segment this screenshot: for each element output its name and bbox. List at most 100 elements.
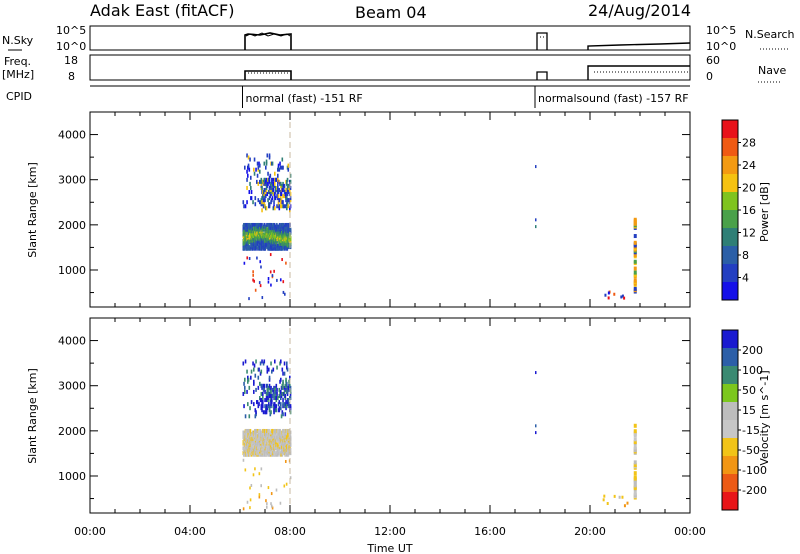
velocity-cell: [633, 423, 637, 428]
power-cell: [254, 226, 256, 231]
velocity-cell: [266, 387, 269, 392]
velocity-cell: [266, 443, 269, 448]
power-cell: [286, 185, 289, 190]
velocity-colorbar-tick-label-5: -50: [742, 444, 760, 457]
velocity-cell: [264, 398, 266, 403]
velocity-cell: [259, 361, 262, 366]
power-cell: [278, 187, 281, 192]
nsearch-tick-top: 10^5: [706, 24, 736, 37]
velocity-cell: [286, 389, 289, 394]
velocity-colorbar-tick-label-4: -15: [742, 424, 760, 437]
velocity-cell: [633, 463, 637, 468]
velocity-cell: [280, 452, 283, 457]
velocity-cell: [270, 441, 272, 446]
power-cell: [268, 175, 271, 180]
power-cell: [265, 194, 267, 199]
velocity-cell: [633, 483, 637, 488]
power-cell: [277, 243, 279, 248]
velocity-cell: [247, 402, 249, 407]
velocity-cell: [265, 408, 268, 413]
power-cell: [246, 200, 248, 205]
velocity-cell: [266, 369, 269, 374]
power-cell: [263, 161, 266, 166]
velocity-cell: [283, 361, 286, 366]
power-cell: [278, 204, 281, 209]
velocity-cell: [264, 404, 266, 409]
power-cell: [286, 192, 289, 197]
power-panel: [89, 111, 691, 308]
velocity-cell: [288, 451, 290, 456]
power-cell: [262, 179, 265, 184]
power-cell: [265, 177, 268, 182]
power-cell: [266, 192, 269, 197]
velocity-cell: [249, 506, 251, 510]
power-cell: [289, 245, 292, 250]
power-cell: [262, 235, 264, 240]
velocity-cell: [261, 359, 263, 364]
power-cell: [279, 278, 282, 282]
time-axis: 00:00 04:00 08:00 12:00 16:00 20:00 00:00: [74, 525, 706, 538]
power-cell: [289, 206, 291, 211]
power-cell: [633, 252, 637, 257]
velocity-cell: [266, 502, 268, 506]
power-cell: [289, 208, 291, 213]
velocity-axis: 1000 2000 3000 4000: [58, 318, 691, 513]
power-cell: [272, 226, 274, 231]
velocity-cell: [278, 400, 281, 405]
velocity-cell: [275, 488, 278, 492]
velocity-cell: [246, 389, 248, 394]
velocity-cell: [269, 387, 272, 392]
power-cell: [274, 171, 276, 176]
power-cell: [289, 179, 292, 184]
velocity-cell: [286, 400, 289, 405]
power-cell: [255, 167, 257, 172]
velocity-cell: [247, 375, 249, 380]
velocity-cell: [247, 449, 250, 454]
power-cell: [620, 295, 623, 299]
velocity-cell: [248, 385, 251, 390]
velocity-cell: [261, 402, 263, 407]
velocity-cell: [279, 393, 281, 398]
power-cell: [246, 153, 248, 158]
velocity-cell: [261, 385, 263, 390]
velocity-cell: [262, 400, 264, 405]
power-cell: [282, 222, 285, 227]
velocity-cell: [284, 396, 287, 401]
velocity-cell: [273, 391, 275, 396]
power-cell: [266, 183, 269, 188]
velocity-ytick-label-0: 1000: [58, 470, 86, 483]
velocity-cell: [279, 428, 281, 433]
power-cell: [251, 246, 254, 251]
power-cell: [276, 204, 278, 209]
power-cell: [257, 167, 260, 172]
power-cell: [273, 269, 275, 273]
velocity-cell: [285, 402, 287, 407]
power-cell: [248, 297, 250, 301]
velocity-cell: [280, 396, 282, 401]
time-tick-label-4: 16:00: [474, 525, 506, 538]
freq-tick-bottom: 8: [68, 70, 75, 83]
power-cell: [274, 196, 277, 201]
velocity-cell: [633, 429, 637, 434]
power-cell: [268, 202, 271, 207]
velocity-cell: [280, 389, 282, 394]
velocity-cell: [244, 385, 246, 390]
nave-tick-bottom: 0: [706, 70, 713, 83]
velocity-cell: [277, 402, 280, 407]
power-cell: [249, 232, 251, 237]
velocity-cell: [268, 383, 271, 388]
velocity-cell: [274, 391, 277, 396]
velocity-cell: [243, 447, 245, 452]
power-colorbar: 28 24 20 16 12 8 4: [721, 119, 756, 301]
velocity-cell: [254, 414, 257, 419]
power-cell: [252, 200, 254, 205]
velocity-cell: [265, 398, 268, 403]
power-cell: [258, 161, 260, 166]
velocity-cell: [242, 440, 245, 445]
velocity-cell: [288, 402, 290, 407]
power-cell: [535, 165, 537, 169]
power-cell: [289, 192, 292, 197]
power-cell: [270, 181, 272, 186]
velocity-cell: [279, 361, 281, 366]
power-cell: [274, 194, 276, 199]
